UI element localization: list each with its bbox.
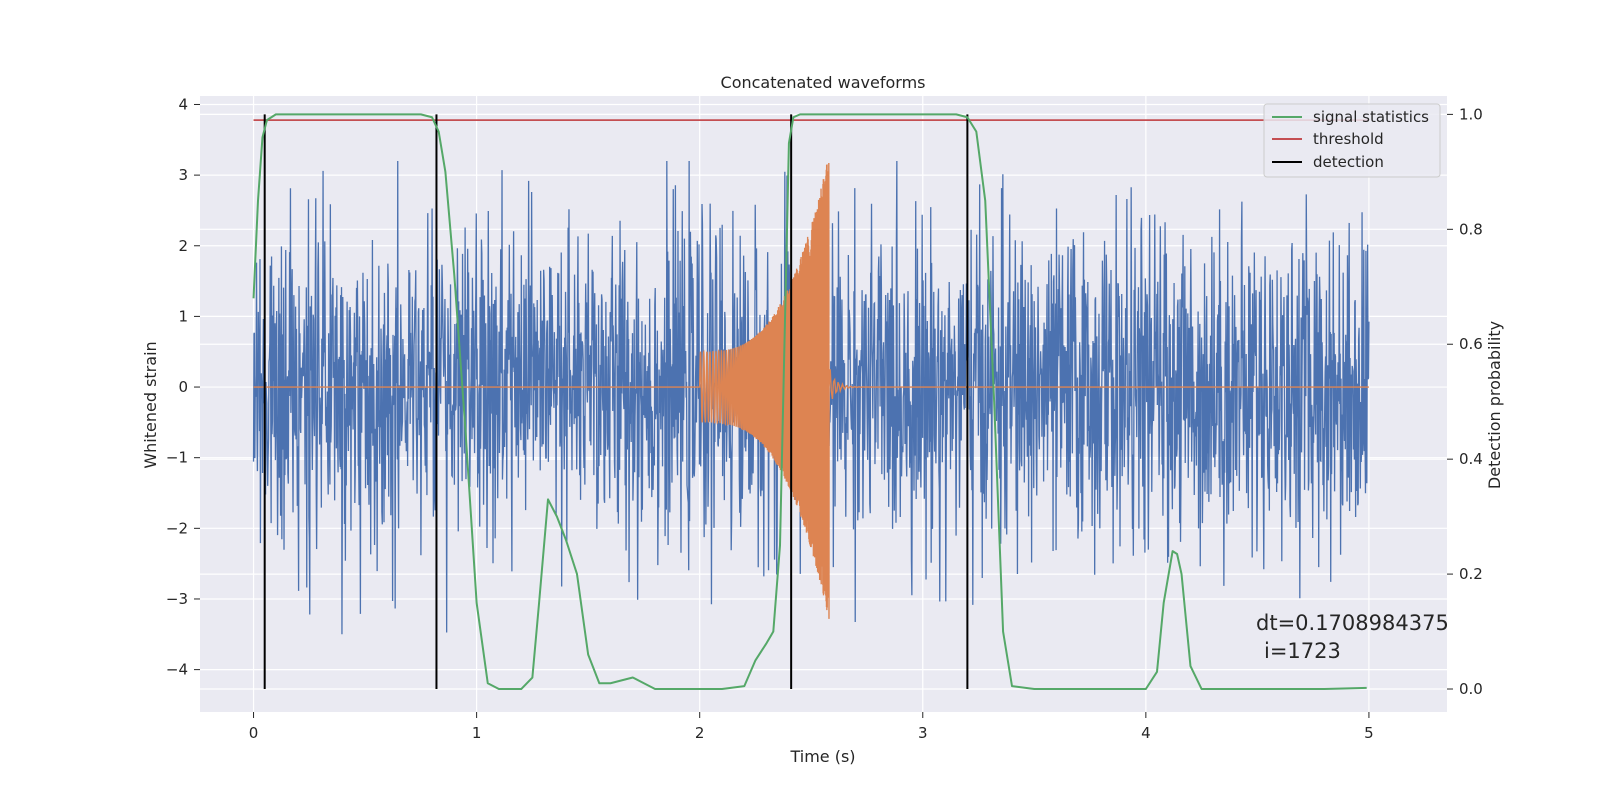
- y-right-tick-label: 0.6: [1459, 335, 1483, 353]
- y-right-tick-label: 0.8: [1459, 220, 1483, 238]
- y-left-tick-label: 0: [178, 378, 188, 396]
- annotation-dt: dt=0.1708984375: [1256, 611, 1449, 635]
- y-right-tick-label: 1.0: [1459, 105, 1483, 123]
- legend-label-signal-statistics: signal statistics: [1313, 108, 1429, 126]
- y-left-tick-label: −2: [166, 519, 188, 537]
- annotation-index: i=1723: [1264, 639, 1341, 663]
- x-axis-label: Time (s): [789, 747, 855, 766]
- x-tick-label: 4: [1141, 724, 1151, 742]
- legend-box: [1263, 103, 1441, 178]
- x-tick-label: 3: [918, 724, 928, 742]
- y-right-tick-label: 0.0: [1459, 680, 1483, 698]
- waveform-line: [253, 162, 1369, 619]
- y-right-tick-label: 0.4: [1459, 450, 1483, 468]
- x-tick-label: 0: [249, 724, 259, 742]
- signal-statistics-line: [252, 113, 1367, 691]
- y-axis-right-label: Detection probability: [1485, 321, 1504, 489]
- x-tick-label: 5: [1364, 724, 1374, 742]
- y-left-tick-label: 3: [178, 166, 188, 184]
- y-left-tick-label: 1: [178, 307, 188, 325]
- y-left-tick-label: −1: [166, 449, 188, 467]
- legend-label-detection: detection: [1313, 153, 1384, 171]
- axes: 0 1 2 3 4 5 −4 −3 −2 −1 0 1 2 3 4 0.0 0.2 0.4 0.6 0.8 1.0: [166, 95, 1483, 742]
- legend-label-threshold: threshold: [1313, 130, 1384, 148]
- waveform-series: [253, 162, 1369, 619]
- y-left-tick-label: −4: [166, 661, 188, 679]
- y-right-tick-label: 0.2: [1459, 565, 1483, 583]
- x-tick-label: 2: [695, 724, 705, 742]
- y-left-tick-label: −3: [166, 590, 188, 608]
- chart-title: Concatenated waveforms: [721, 73, 926, 92]
- y-left-tick-label: 2: [178, 237, 188, 255]
- legend: signal statistics threshold detection: [1263, 103, 1441, 178]
- x-tick-label: 1: [472, 724, 482, 742]
- y-axis-left-label: Whitened strain: [141, 341, 160, 468]
- y-left-tick-label: 4: [178, 95, 188, 113]
- probability-series: [252, 113, 1369, 691]
